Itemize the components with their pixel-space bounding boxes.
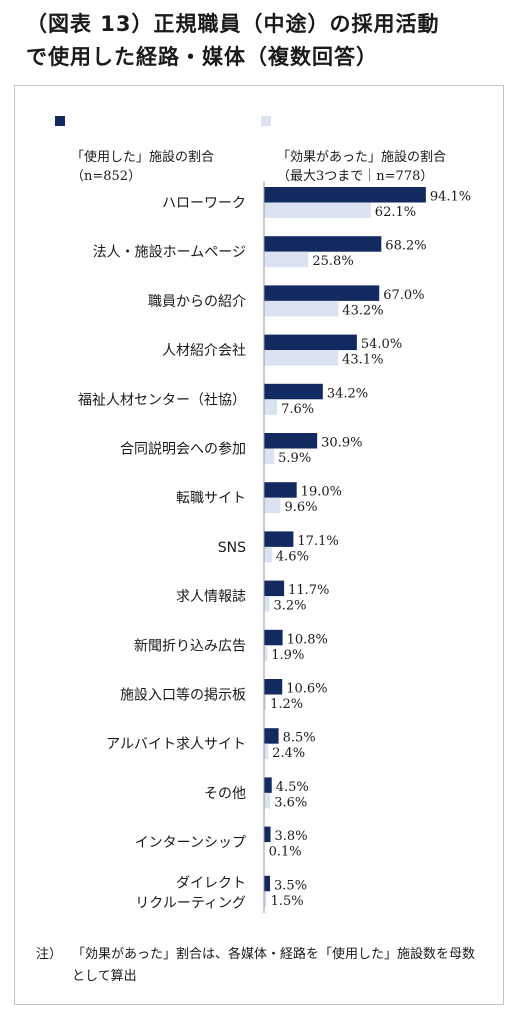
category-label: 法人・施設ホームページ [93, 245, 246, 261]
data-label-used: 68.2% [385, 239, 426, 254]
category-label: アルバイト求人サイト [106, 737, 246, 753]
data-label-effective: 4.6% [276, 549, 309, 564]
chart-panel: 「使用した」施設の割合 （n=852） 「効果があった」施設の割合 （最大3つま… [14, 85, 504, 1005]
category-label: 施設入口等の掲示板 [120, 687, 246, 704]
data-label-effective: 3.2% [274, 599, 307, 614]
legend-label-effective: 「効果があった」施設の割合 （最大3つまで｜n=778） [277, 150, 447, 184]
category-label: ハローワーク [162, 196, 246, 212]
data-label-effective: 3.6% [274, 795, 307, 810]
footnote-mark: 注） [36, 947, 63, 962]
data-label-effective: 1.5% [271, 894, 304, 909]
bar-used [264, 334, 357, 351]
data-label-effective: 1.2% [270, 697, 303, 712]
bar-effective [264, 645, 268, 661]
data-label-used: 10.8% [287, 632, 328, 647]
bar-effective [264, 792, 271, 809]
footnote-text: 「効果があった」割合は、各媒体・経路を「使用した」施設数を母数として算出 [72, 947, 476, 984]
data-label-effective: 0.1% [269, 845, 302, 860]
bar-used [264, 285, 380, 301]
bar-effective [264, 251, 309, 268]
bar-effective [264, 891, 267, 907]
category-label: その他 [204, 786, 246, 802]
bar-used [264, 580, 285, 597]
legend-swatch-effective [261, 116, 271, 126]
legend-item-used: 「使用した」施設の割合 （n=852） [55, 110, 215, 186]
bar-used [264, 531, 294, 547]
bar-used [264, 433, 318, 449]
data-label-effective: 62.1% [375, 205, 416, 220]
legend-label-used: 「使用した」施設の割合 （n=852） [71, 150, 215, 184]
data-label-used: 19.0% [301, 485, 342, 500]
category-label: 合同説明会への参加 [120, 441, 246, 458]
category-label: SNS [218, 540, 246, 556]
bar-used [264, 629, 283, 646]
data-label-effective: 5.9% [278, 451, 311, 466]
bar-effective [264, 350, 339, 366]
chart-title: （図表 13）正規職員（中途）の採用活動 で使用した経路・媒体（複数回答） [26, 12, 440, 69]
data-label-effective: 7.6% [281, 402, 314, 417]
data-label-used: 54.0% [361, 337, 402, 352]
category-label: 福祉人材センター（社協） [78, 392, 246, 408]
data-label-used: 10.6% [286, 682, 327, 697]
bar-used [264, 875, 271, 892]
data-label-effective: 43.2% [342, 303, 383, 318]
bar-effective [264, 546, 272, 563]
data-label-used: 94.1% [430, 190, 471, 205]
category-label: 人材紹介会社 [162, 343, 246, 359]
bar-effective [264, 448, 275, 464]
bar-used [264, 679, 283, 695]
bar-effective [264, 399, 278, 415]
legend-swatch-used [55, 116, 65, 126]
data-label-effective: 25.8% [312, 254, 353, 269]
data-label-effective: 9.6% [285, 500, 318, 515]
category-label: 新聞折り込み広告 [134, 638, 246, 654]
bar-used [264, 777, 272, 793]
data-label-used: 8.5% [283, 731, 316, 746]
category-label: ダイレクトリクルーティング [135, 875, 246, 911]
bar-effective [264, 300, 339, 317]
bar-effective [264, 202, 371, 218]
bar-used [264, 728, 279, 744]
data-label-effective: 43.1% [342, 353, 383, 368]
bar-effective [264, 694, 267, 710]
data-label-used: 4.5% [276, 780, 309, 795]
data-label-used: 11.7% [288, 583, 329, 598]
data-label-effective: 2.4% [272, 746, 305, 761]
data-label-effective: 1.9% [271, 648, 304, 663]
data-label-used: 67.0% [383, 288, 424, 303]
category-label: 職員からの紹介 [148, 294, 246, 310]
category-label: 転職サイト [176, 491, 246, 507]
bar-effective [264, 743, 269, 760]
data-label-used: 3.8% [275, 829, 308, 844]
bar-effective [264, 596, 270, 612]
bar-used [264, 482, 297, 498]
bar-used [264, 236, 382, 252]
bar-effective [264, 497, 281, 514]
data-label-used: 34.2% [327, 386, 368, 401]
bar-used [264, 187, 426, 203]
category-label: インターンシップ [135, 835, 246, 851]
category-label: 求人情報誌 [176, 589, 246, 605]
bar-used [264, 826, 271, 843]
footnote: 注） 「効果があった」割合は、各媒体・経路を「使用した」施設数を母数として算出 [36, 944, 486, 988]
bar-used [264, 383, 323, 400]
data-label-used: 3.5% [274, 878, 307, 893]
data-label-used: 17.1% [297, 534, 338, 549]
legend-item-effective: 「効果があった」施設の割合 （最大3つまで｜n=778） [261, 110, 447, 186]
bar-chart: ハローワーク 94.1% 62.1% 法人・施設ホームページ 68.2% 25.8% 職員か… [78, 181, 471, 913]
data-label-used: 30.9% [321, 436, 362, 451]
